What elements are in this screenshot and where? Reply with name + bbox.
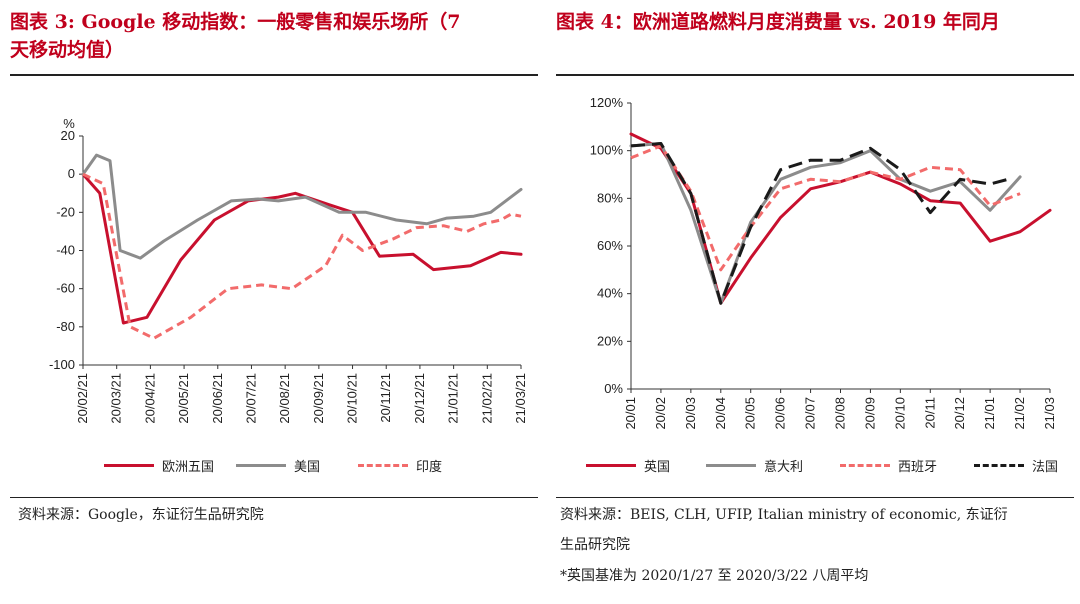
y-tick-label: 40% [597,286,623,301]
y-tick-label: 0% [604,381,623,396]
legend-label-spain: 西班牙 [898,460,938,475]
series-line-1 [629,142,1022,305]
legend-swatch-europe [104,464,154,467]
x-tick-label: 20/07/21 [243,373,258,424]
x-tick-label: 20/05/21 [176,373,191,424]
y-unit-label: % [63,116,75,131]
y-tick-label: -80 [56,319,75,334]
x-tick-label: 20/08 [833,397,848,430]
x-tick-label: 21/03/21 [513,373,528,424]
x-tick-label: 20/10 [892,397,907,430]
x-tick-label: 20/02/21 [75,373,90,424]
series-line-1 [81,153,523,260]
x-tick-label: 20/01 [623,397,638,430]
x-tick-label: 20/03 [683,397,698,430]
legend-label-france: 法国 [1032,460,1059,475]
legend-item-us: 美国 [236,456,320,475]
legend-item-uk: 英国 [586,456,670,475]
legend-item-italy: 意大利 [706,456,803,475]
x-tick-label: 20/04 [713,397,728,430]
legend-swatch-uk [586,464,636,467]
legend-swatch-italy [706,464,756,467]
x-tick-label: 20/08/21 [277,373,292,424]
right-source-line1: 资料来源：BEIS, CLH, UFIP, Italian ministry o… [560,507,1008,523]
y-tick-label: 100% [590,143,624,158]
right-line-chart: 120% 100% 80% 60% 40% 20% 0%20/01 20/02 20/03 20/… [590,95,1057,430]
x-tick-label: 20/12/21 [412,373,427,424]
left-chart-title: 图表 3: Google 移动指数：一般零售和娱乐场所（7 天移动均值） [10,8,540,64]
x-tick-label: 20/11 [922,397,937,429]
x-tick-label: 20/03/21 [109,373,124,424]
series-line-0 [81,172,523,325]
x-tick-label: 20/10/21 [345,373,360,424]
y-tick-label: 80% [597,190,623,205]
right-legend: 英国 意大利 西班牙 法国 [556,456,1074,480]
legend-item-europe: 欧洲五国 [104,456,214,475]
y-tick-label: -20 [56,204,75,219]
legend-swatch-france [974,464,1024,467]
x-tick-label: 21/02/21 [479,373,494,424]
legend-item-india: 印度 [358,456,442,475]
legend-label-europe: 欧洲五国 [162,460,215,475]
right-source-line2: 生品研究院 [560,537,630,553]
x-tick-label: 20/05 [743,397,758,430]
left-source-rule [10,497,538,498]
x-tick-label: 20/04/21 [142,373,157,424]
left-line-chart: 20 0 -20 -40 -60 -80 -100% 20/02/21 20/03/21 20/0… [49,116,528,424]
x-tick-label: 21/01 [982,397,997,430]
legend-swatch-us [236,464,286,467]
right-note: *英国基准为 2020/1/27 至 2020/3/22 八周平均 [560,568,869,584]
left-title-line1: 图表 3: Google 移动指数：一般零售和娱乐场所（7 [10,11,461,33]
y-tick-label: 0 [68,166,75,181]
x-tick-label: 21/03 [1042,397,1057,430]
legend-swatch-india [358,464,408,467]
left-title-line2: 天移动均值） [10,39,125,61]
legend-item-spain: 西班牙 [840,456,937,475]
right-chart-title: 图表 4：欧洲道路燃料月度消费量 vs. 2019 年同月 [556,11,1000,33]
legend-label-us: 美国 [294,460,321,475]
legend-label-italy: 意大利 [764,460,804,475]
right-source-rule [556,497,1074,498]
x-tick-label: 21/02 [1012,397,1027,430]
x-tick-label: 21/01/21 [446,373,461,424]
left-source: 资料来源：Google，东证衍生品研究院 [18,507,264,523]
x-tick-label: 20/02 [653,397,668,430]
x-tick-label: 20/09/21 [311,373,326,424]
x-tick-label: 20/07 [803,397,818,430]
x-tick-label: 20/09 [862,397,877,430]
right-title-rule [556,74,1074,76]
y-tick-label: -40 [56,243,75,258]
x-tick-label: 20/12 [952,397,967,430]
legend-label-uk: 英国 [644,460,671,475]
y-tick-label: 20 [61,128,75,143]
legend-swatch-spain [840,464,890,467]
y-tick-label: -100 [49,357,75,372]
left-title-rule [10,74,538,76]
y-tick-label: -60 [56,281,75,296]
y-tick-label: 120% [590,95,624,110]
series-line-2 [82,172,522,340]
x-tick-label: 20/11/21 [378,373,393,423]
legend-label-india: 印度 [416,460,443,475]
y-tick-label: 60% [597,238,623,253]
series-line-3 [630,142,1009,305]
left-legend: 欧洲五国 美国 印度 [10,456,538,480]
y-tick-label: 20% [597,333,623,348]
series-line-2 [630,144,1021,272]
x-tick-label: 20/06/21 [210,373,225,424]
legend-item-france: 法国 [974,456,1058,475]
x-tick-label: 20/06 [773,397,788,430]
